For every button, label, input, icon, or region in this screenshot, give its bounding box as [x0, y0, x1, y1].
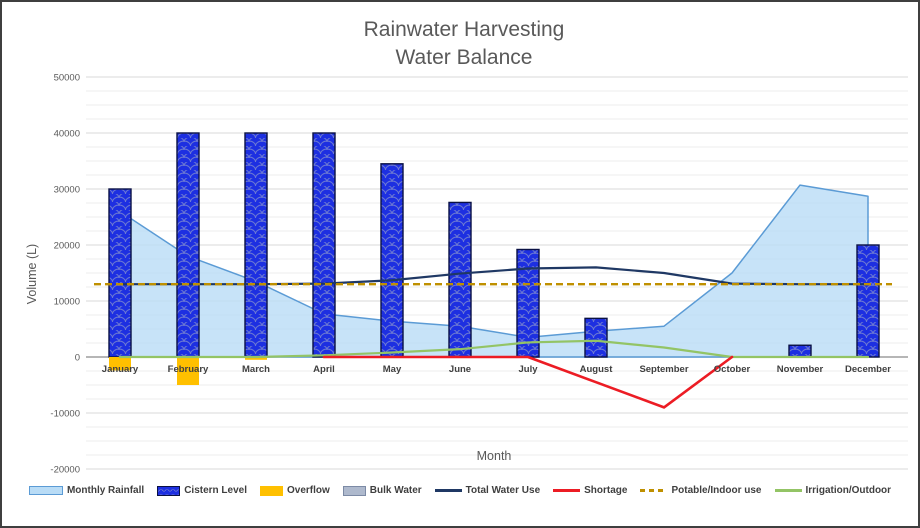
overflow-bar: [177, 357, 199, 385]
month-label-may: May: [383, 364, 402, 375]
y-tick-label: 50000: [54, 73, 80, 84]
cistern-level-bar: [312, 132, 336, 358]
cistern-level-bar: [380, 163, 404, 358]
legend-swatch-overflow: [260, 485, 283, 496]
y-tick-label: 20000: [54, 241, 80, 252]
legend-item-cistern-level: Cistern Level: [157, 485, 247, 496]
month-label-august: August: [580, 364, 614, 375]
month-label-february: February: [168, 364, 209, 375]
legend-label: Monthly Rainfall: [66, 485, 145, 496]
legend-swatch-cistern-level: [157, 485, 181, 496]
cistern-level-bar: [516, 248, 540, 358]
legend-label: Overflow: [287, 485, 330, 496]
legend-label: Total Water Use: [465, 485, 541, 496]
legend-swatch-total-water-use: [434, 489, 462, 492]
month-label-december: December: [845, 364, 891, 375]
cistern-level-bar: [448, 201, 472, 358]
legend-item-bulk-water: Bulk Water: [342, 485, 422, 496]
y-axis-title: Volume (L): [25, 244, 39, 304]
shortage-line: [322, 355, 734, 409]
cistern-level-bar: [176, 132, 200, 358]
month-label-october: October: [714, 364, 751, 375]
legend-item-irrigation-outdoor: Irrigation/Outdoor: [774, 485, 892, 496]
cistern-level-bar: [856, 244, 880, 358]
legend-item-total-water-use: Total Water Use: [434, 485, 541, 496]
y-tick-label: -20000: [50, 465, 80, 476]
legend-swatch-monthly-rainfall: [28, 486, 63, 495]
overflow-bar: [245, 357, 267, 360]
legend-label: Cistern Level: [184, 485, 247, 496]
legend-item-potable-indoor-use: Potable/Indoor use: [640, 485, 762, 496]
legend-item-overflow: Overflow: [260, 485, 330, 496]
y-tick-label: 30000: [54, 185, 80, 196]
month-label-september: September: [639, 364, 688, 375]
legend-swatch-shortage: [553, 489, 581, 492]
legend-swatch-irrigation-outdoor: [774, 489, 802, 492]
cistern-level-bar: [584, 317, 608, 358]
legend-swatch-potable-indoor-use: [640, 489, 668, 492]
month-label-april: April: [313, 364, 335, 375]
month-label-july: July: [518, 364, 538, 375]
cistern-level-bar: [244, 132, 268, 358]
y-tick-label: 40000: [54, 129, 80, 140]
chart-legend: Monthly Rainfall Cistern Level Overflow Bul…: [2, 485, 918, 496]
legend-item-shortage: Shortage: [553, 485, 627, 496]
legend-label: Bulk Water: [369, 485, 422, 496]
legend-swatch-bulk-water: [342, 485, 366, 496]
overflow-bar: [109, 357, 131, 371]
cistern-level-bar: [108, 188, 132, 358]
legend-label: Shortage: [584, 485, 628, 496]
month-label-march: March: [242, 364, 270, 375]
axis-labels: 50000 40000 30000 20000 10000 0 -10000 -20000 Ja…: [50, 73, 891, 476]
y-tick-label: 10000: [54, 297, 80, 308]
chart-title-line2: Water Balance: [396, 46, 533, 69]
month-label-january: January: [102, 364, 139, 375]
legend-label: Irrigation/Outdoor: [805, 485, 892, 496]
chart-title-line1: Rainwater Harvesting: [364, 18, 565, 41]
y-tick-label: -10000: [50, 409, 80, 420]
plot-series: [94, 132, 892, 409]
month-label-june: June: [449, 364, 471, 375]
y-tick-label: 0: [75, 353, 80, 364]
legend-item-monthly-rainfall: Monthly Rainfall: [28, 485, 145, 496]
irrigation-outdoor-line: [118, 339, 870, 359]
cistern-level-bar: [788, 344, 812, 358]
legend-label: Potable/Indoor use: [671, 485, 762, 496]
month-label-november: November: [777, 364, 824, 375]
x-axis-title: Month: [477, 449, 512, 463]
